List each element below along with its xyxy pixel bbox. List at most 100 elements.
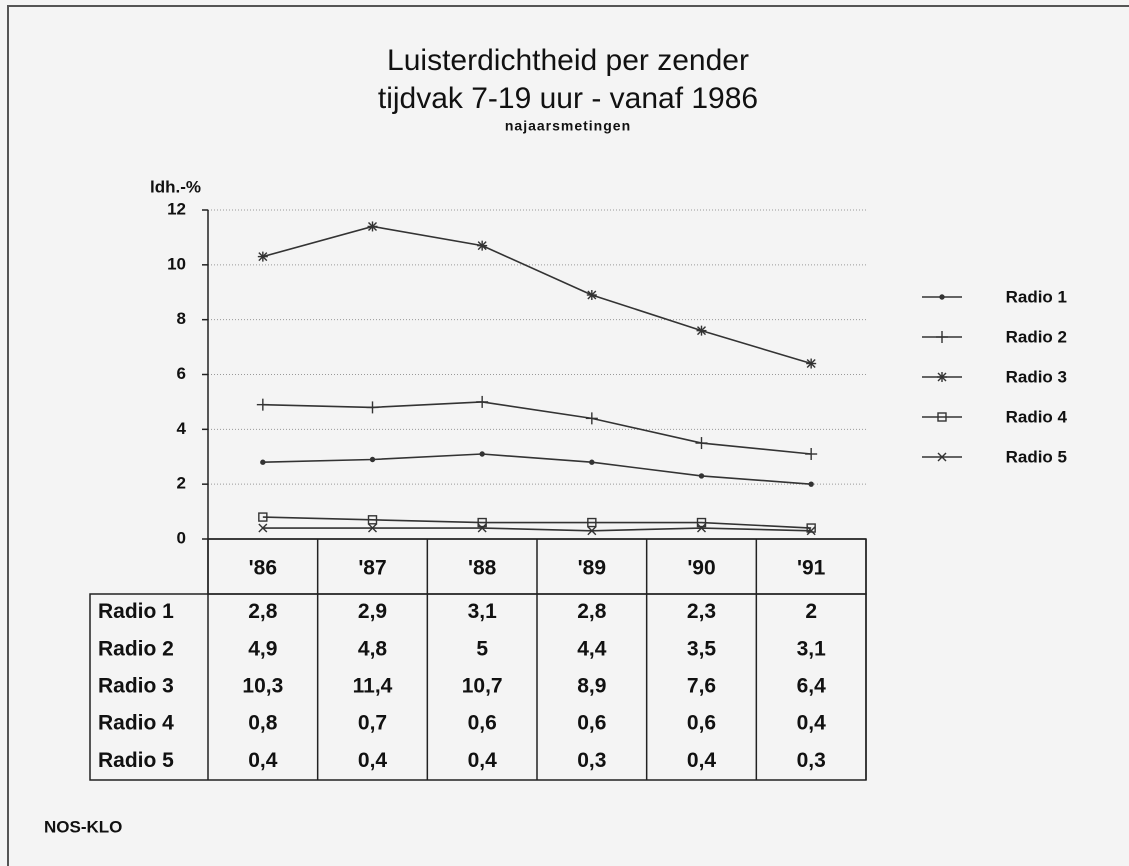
table-cell: 7,6 [687,675,716,698]
table-cell: 4,9 [248,637,277,660]
marker [806,523,816,533]
marker [367,221,378,232]
row-label: Radio 5 [98,749,174,772]
marker [256,398,269,411]
marker-dot [479,451,485,457]
marker [369,456,376,463]
marker [698,473,705,479]
table-cell: 0,6 [577,712,606,735]
marker-stroke [937,452,947,462]
marker [589,459,595,465]
table-cell: 0,4 [797,712,827,735]
y-tick-label: 0 [177,528,186,547]
table-cell: 0,4 [358,749,388,772]
marker [586,289,597,300]
marker-square [806,523,816,533]
marker [697,523,706,533]
marker [476,395,489,408]
table-cell: 0,4 [248,749,278,772]
table-cell: 4,4 [577,637,607,660]
chart-title: tijdvak 7-19 uur - vanaf 1986 [378,82,758,115]
x-tick-label: '86 [249,557,277,580]
table-cell: 11,4 [353,675,393,698]
x-tick-label: '88 [468,557,497,580]
marker [695,437,708,450]
legend-label: Radio 4 [1006,407,1068,426]
table-cell: 0,4 [687,749,717,772]
marker-square [937,412,947,422]
table-cell: 0,3 [577,749,606,772]
marker-stroke [806,526,816,536]
marker [258,512,268,522]
marker [477,517,487,528]
marker [696,517,707,528]
legend-label: Radio 5 [1006,447,1067,466]
marker [696,325,707,336]
marker [479,451,485,457]
chart-title: Luisterdichtheid per zender [387,44,749,77]
table-cell: 2 [805,600,817,623]
marker [368,523,377,533]
marker-stroke [258,523,268,533]
marker [587,526,597,536]
series-line [262,453,812,485]
chart-subtitle: najaarsmetingen [505,118,631,134]
table-cell: 5 [476,637,488,660]
marker-stroke [258,252,268,262]
marker [806,526,816,536]
marker-square [696,517,707,528]
table-cell: 4,8 [358,637,388,660]
x-tick-label: '87 [358,557,386,580]
marker [937,452,947,462]
marker-dot [939,294,945,300]
legend-label: Radio 2 [1006,327,1067,346]
marker [808,481,814,487]
series-line [262,225,812,365]
y-tick-label: 4 [177,419,187,438]
y-tick-label: 12 [167,199,186,218]
marker-stroke [368,221,377,231]
marker-square [587,517,597,528]
marker [937,412,947,422]
marker-stroke [937,372,947,382]
y-tick-label: 2 [177,474,186,493]
y-axis-label: ldh.-% [150,177,201,196]
marker [257,251,268,262]
marker [367,515,378,525]
table-cell: 2,9 [358,600,387,623]
table-cell: 8,9 [577,675,606,698]
table-cell: 2,8 [248,600,278,623]
row-label: Radio 4 [98,712,174,735]
table-cell: 2,3 [687,600,716,623]
table-cell: 0,6 [687,712,716,735]
legend-label: Radio 3 [1006,367,1067,386]
table-cell: 10,7 [462,675,503,698]
marker-dot [589,459,595,465]
marker-stroke [368,523,377,533]
marker [258,523,268,533]
table-cell: 0,3 [797,749,826,772]
marker [937,372,947,382]
marker-stroke [587,526,597,536]
table-cell: 3,5 [687,637,717,660]
table-cell: 3,1 [797,637,827,660]
series-line [262,401,812,455]
marker [477,240,488,251]
row-label: Radio 1 [98,600,174,623]
marker-stroke [477,241,487,251]
marker-stroke [587,290,597,300]
x-tick-label: '91 [797,557,826,580]
marker [477,523,487,533]
table-cell: 0,7 [358,712,387,735]
series-line [262,516,812,529]
x-tick-label: '90 [687,557,715,580]
y-tick-label: 10 [167,254,186,273]
frame [7,5,1129,866]
marker-square [477,517,487,528]
marker [805,448,818,461]
marker [939,294,945,300]
marker [585,412,598,425]
marker [936,331,948,343]
marker-square [367,515,378,525]
